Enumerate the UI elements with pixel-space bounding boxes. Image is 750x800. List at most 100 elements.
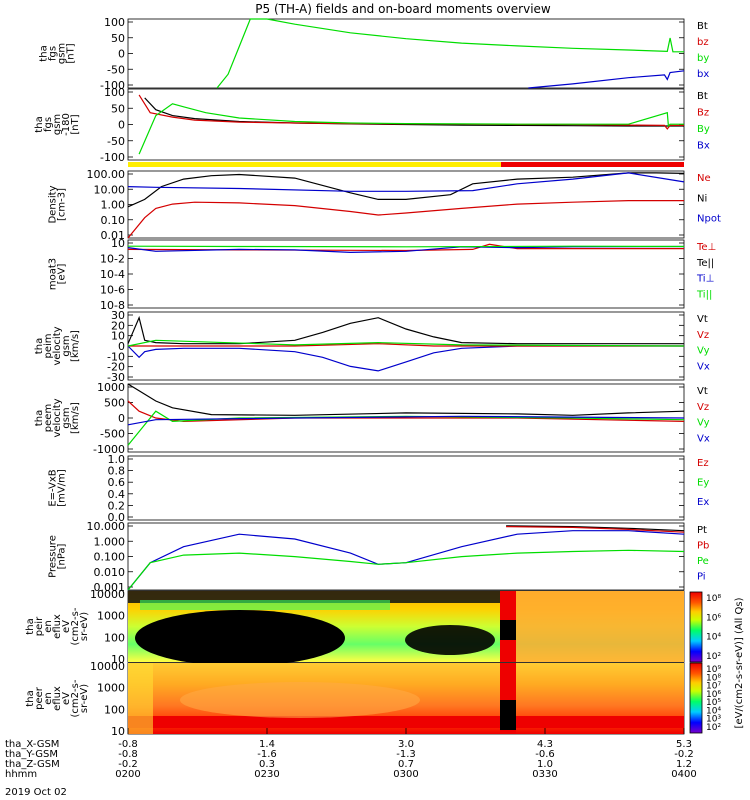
legend-pb: Pb <box>697 541 709 552</box>
ephemeris-value: -1.3 <box>396 749 416 760</box>
y-tick-label: 100 <box>104 631 125 644</box>
y-tick-label: 10000 <box>90 660 125 673</box>
y-tick-label: -100 <box>100 79 125 92</box>
colorbar-tick-label: 10³ <box>706 715 721 725</box>
y-tick-label: 1000 <box>97 381 125 394</box>
colorbar-tick-label: 10⁵ <box>706 698 721 708</box>
y-tick-label: 1000 <box>97 682 125 695</box>
legend-vz: Vz <box>697 402 709 413</box>
legend-vt: Vt <box>697 386 708 397</box>
y-axis-label: moat3[eV] <box>48 258 68 290</box>
legend-ex: Ex <box>697 497 709 508</box>
panel-7: 1.00.80.60.40.20.0 E=-VxB[mV/m] Ez Ey Ex <box>48 453 710 524</box>
series-ne <box>127 200 684 239</box>
ephemeris-label: hhmm <box>5 769 37 780</box>
y-tick-label: 10-8 <box>100 299 125 312</box>
y-tick-label: 0 <box>118 119 125 132</box>
series-vy <box>127 339 685 347</box>
y-tick-label: 100.00 <box>87 168 126 181</box>
panel-1: 100 50 0 -50 -100 thafgsgsm[nT] Bt bz by bx <box>39 16 710 92</box>
y-axis-label: thapeirenefluxeV(cm2-s-sr-eV) <box>25 607 90 645</box>
colorbar-tick-label: 10⁹ <box>706 665 721 675</box>
legend-by: by <box>697 53 709 64</box>
legend-bx: bx <box>697 69 709 80</box>
y-tick-label: -500 <box>100 428 125 441</box>
y-axis-label: thapeerenefluxeV(cm2-s-sr-eV) <box>25 679 90 717</box>
ephemeris-value: -0.2 <box>118 759 138 770</box>
ion-colorbar <box>689 591 703 663</box>
legend-vx: Vx <box>697 433 710 444</box>
colorbar-tick-label: 10⁴ <box>706 706 721 716</box>
legend-pt: Pt <box>697 525 707 536</box>
panel-frame <box>127 170 685 239</box>
colorbar-tick-label: 10⁸ <box>706 673 721 683</box>
series-by <box>216 18 684 89</box>
ephemeris-value: -1.6 <box>257 749 277 760</box>
y-tick-label: 10 <box>111 330 125 343</box>
legend-npot: Npot <box>697 214 721 225</box>
y-tick-label: 0.0 <box>108 511 126 524</box>
series-vz <box>128 343 684 347</box>
y-tick-label: 10000 <box>90 588 125 601</box>
y-tick-label: 50 <box>111 102 125 115</box>
ephemeris-value: 3.0 <box>398 739 414 750</box>
panel-8: 10.000 1.000 0.100 0.010 0.001 Pressure[nPa] P… <box>48 520 710 594</box>
electron-spectrogram-image <box>128 663 684 734</box>
y-tick-label: 20 <box>111 319 125 332</box>
y-tick-label: 10 <box>111 725 125 738</box>
series-pb <box>506 526 685 533</box>
legend-vx: Vx <box>697 361 710 372</box>
orbit-region-bar <box>128 162 684 167</box>
series-bx <box>528 70 685 89</box>
panel-3: 100.00 10.00 1.00 0.10 0.01 Density[cm-3] Ne Ni… <box>48 168 721 242</box>
y-tick-label: 0.010 <box>94 566 126 579</box>
ephemeris-value: -0.6 <box>535 749 555 760</box>
y-tick-label: 10.000 <box>87 520 126 533</box>
y-tick-label: -1000 <box>93 443 125 456</box>
panel-2: 100 50 0 -50 -100 thafgsgsm-180[nT] Bt Bz By Bx <box>34 86 710 164</box>
series-vy <box>127 410 685 446</box>
ephemeris-label: tha_X-GSM <box>5 739 59 750</box>
y-tick-label: 0.6 <box>108 476 126 489</box>
legend-bz: Bz <box>697 108 709 119</box>
legend-vy: Vy <box>697 346 710 357</box>
y-tick-label: 100 <box>104 703 125 716</box>
y-tick-label: 10-2 <box>100 253 125 266</box>
y-tick-label: 10.00 <box>94 183 126 196</box>
ephemeris-value: 0.3 <box>259 759 275 770</box>
legend-vy: Vy <box>697 418 710 429</box>
series-npot <box>127 172 685 192</box>
ephemeris-label: tha_Y-GSM <box>5 749 58 760</box>
series-pe <box>127 549 685 591</box>
y-axis-label: Pressure[nPa] <box>48 535 68 578</box>
y-tick-label: 500 <box>104 397 125 410</box>
legend-bz: bz <box>697 37 709 48</box>
figure-title: P5 (TH-A) fields and on-board moments ov… <box>255 2 551 16</box>
ephemeris-value: 0.7 <box>398 759 414 770</box>
legend-ni: Ni <box>697 193 707 204</box>
panel-6: 1000 500 0 -500 -1000 thapeemvelocitygsm[km/s… <box>34 381 710 456</box>
ephemeris-value: 0330 <box>532 769 557 780</box>
series-pt <box>506 525 685 532</box>
y-axis-label: thafgsgsm[nT] <box>39 43 77 64</box>
ephemeris-value: 5.3 <box>676 739 692 750</box>
series-by <box>138 103 684 155</box>
colorbar-label: [eV/(cm2-s-sr-eV)] (All Qs) <box>734 597 745 728</box>
y-tick-label: 10-4 <box>100 268 125 281</box>
y-tick-label: 10-6 <box>100 284 125 297</box>
panel-4: 10 10-2 10-4 10-6 10-8 moat3[eV] Te⊥ Te|| Ti⊥ Ti|… <box>48 237 717 312</box>
colorbar-tick-label: 10⁶ <box>706 613 721 623</box>
colorbar-tick-label: 10² <box>706 723 721 733</box>
y-axis-label: Density[cm-3] <box>48 185 68 223</box>
legend-pi: Pi <box>697 572 706 583</box>
series-vz <box>127 400 685 423</box>
ephemeris-value: 4.3 <box>537 739 553 750</box>
ephemeris-value: -0.8 <box>118 739 138 750</box>
series-ti-- <box>127 245 685 248</box>
ephemeris-value: 0300 <box>393 769 418 780</box>
ephemeris-value: 0400 <box>671 769 696 780</box>
ephemeris-value: 1.4 <box>259 739 275 750</box>
y-tick-label: 10 <box>111 237 125 250</box>
y-tick-label: 0.001 <box>94 581 126 594</box>
